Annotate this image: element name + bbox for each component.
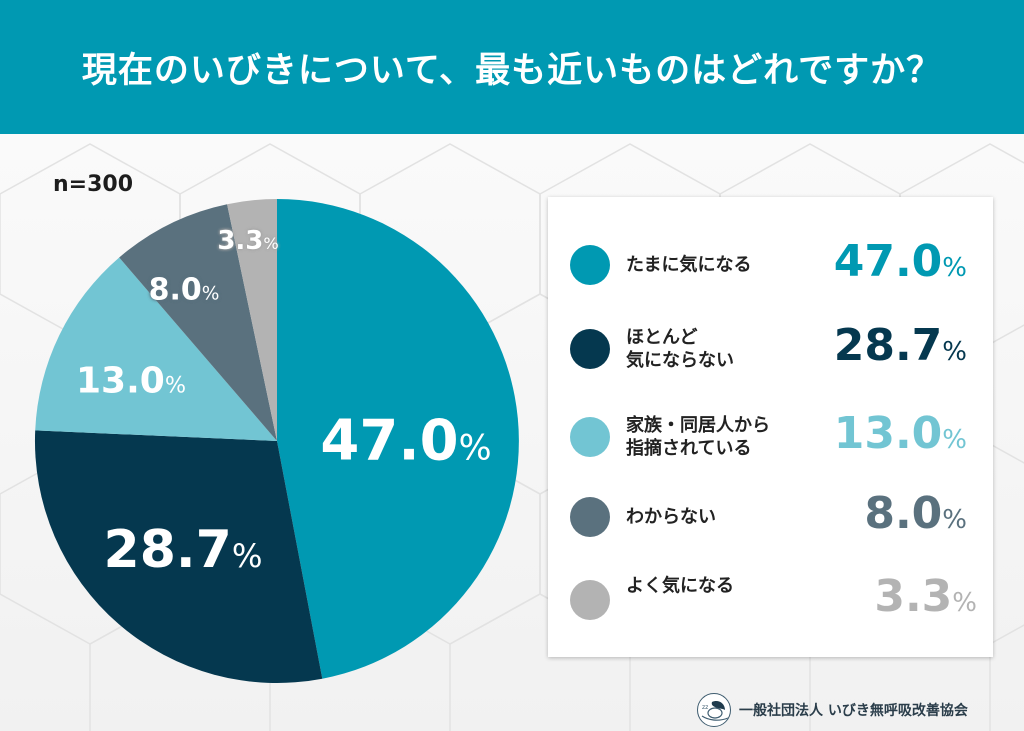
legend-value-number: 8.0 xyxy=(864,488,943,539)
title-banner: 現在のいびきについて、最も近いものはどれですか？ xyxy=(0,0,1024,134)
legend-label-line2: 指摘されている xyxy=(626,438,752,459)
legend-value-unit: % xyxy=(942,253,967,283)
pie-label-value: 47.0 xyxy=(320,408,459,474)
legend-value-unit: % xyxy=(942,425,967,455)
legend-label: たまに気になる xyxy=(626,254,751,277)
pie-slice-unknown xyxy=(119,204,277,441)
pie-label-rarely: 28.7% xyxy=(104,520,263,580)
legend-value-number: 28.7 xyxy=(833,320,943,371)
pie-label-unknown: 8.0% xyxy=(149,273,220,308)
pie-label-unit: % xyxy=(164,372,187,399)
legend-value-unit: % xyxy=(942,505,967,535)
legend-label: わからない xyxy=(626,506,716,529)
pie-label-value: 28.7 xyxy=(103,520,232,580)
legend-item-unknown: わからない 8.0% xyxy=(548,487,993,547)
pie-label-value: 3.3 xyxy=(217,226,264,256)
pie-slice-rarely xyxy=(34,430,323,683)
legend-value: 47.0% xyxy=(834,237,967,293)
legend-value: 8.0% xyxy=(864,489,967,545)
pie-label-value: 13.0 xyxy=(75,360,165,402)
pie-label-occasionally: 47.0% xyxy=(320,409,491,474)
pie-label-unit: % xyxy=(201,283,220,305)
legend-label: よく気になる xyxy=(626,575,734,598)
pie-label-unit: % xyxy=(458,428,492,469)
footer-credit: zz 一般社団法人 いびき無呼吸改善協会 xyxy=(697,693,968,727)
legend-item-occasionally: たまに気になる 47.0% xyxy=(548,235,993,295)
pie-label-pointed-out: 13.0% xyxy=(76,361,186,402)
legend-value-unit: % xyxy=(942,337,967,367)
legend-item-pointed-out: 家族・同居人から 指摘されている 13.0% xyxy=(548,407,993,467)
legend-dot-icon xyxy=(570,497,610,537)
legend-card: たまに気になる 47.0% ほとんど 気にならない 28.7% 家族・同居人から… xyxy=(548,197,993,657)
legend-item-often: よく気になる 3.3% xyxy=(548,570,993,630)
legend-label-line2: 気にならない xyxy=(626,350,734,371)
legend-item-rarely: ほとんど 気にならない 28.7% xyxy=(548,319,993,379)
legend-label-line1: よく気になる xyxy=(626,575,734,597)
legend-dot-icon xyxy=(570,245,610,285)
organization-name: 一般社団法人 いびき無呼吸改善協会 xyxy=(739,703,968,719)
chart-title: 現在のいびきについて、最も近いものはどれですか？ xyxy=(81,50,943,91)
pie-label-unit: % xyxy=(263,234,279,253)
legend-dot-icon xyxy=(570,417,610,457)
snoring-person-logo-icon: zz xyxy=(697,693,731,727)
pie-label-value: 8.0 xyxy=(148,272,202,308)
legend-label-line1: たまに気になる xyxy=(626,254,752,276)
legend-label-line1: ほとんど xyxy=(626,327,698,348)
legend-value-number: 47.0 xyxy=(833,236,943,287)
legend-dot-icon xyxy=(570,329,610,369)
legend-value-number: 13.0 xyxy=(833,408,943,459)
legend-value: 3.3% xyxy=(874,572,977,628)
legend-label: ほとんど 気にならない xyxy=(626,326,734,372)
pie-slice-occasionally xyxy=(277,199,519,679)
pie-label-often: 3.3% xyxy=(217,226,278,256)
sample-size-label: n=300 xyxy=(53,172,134,197)
legend-value: 13.0% xyxy=(834,409,967,465)
legend-value-number: 3.3 xyxy=(874,571,953,622)
legend-label: 家族・同居人から 指摘されている xyxy=(626,414,770,460)
legend-value-unit: % xyxy=(952,588,977,618)
legend-label-line1: わからない xyxy=(626,506,716,528)
legend-label-line1: 家族・同居人から xyxy=(626,415,770,436)
pie-label-unit: % xyxy=(231,537,263,575)
legend-value: 28.7% xyxy=(834,321,967,377)
legend-dot-icon xyxy=(570,580,610,620)
pie-slice-pointed-out xyxy=(35,257,278,441)
svg-text:zz: zz xyxy=(702,704,708,711)
pie-slice-often xyxy=(227,199,277,441)
